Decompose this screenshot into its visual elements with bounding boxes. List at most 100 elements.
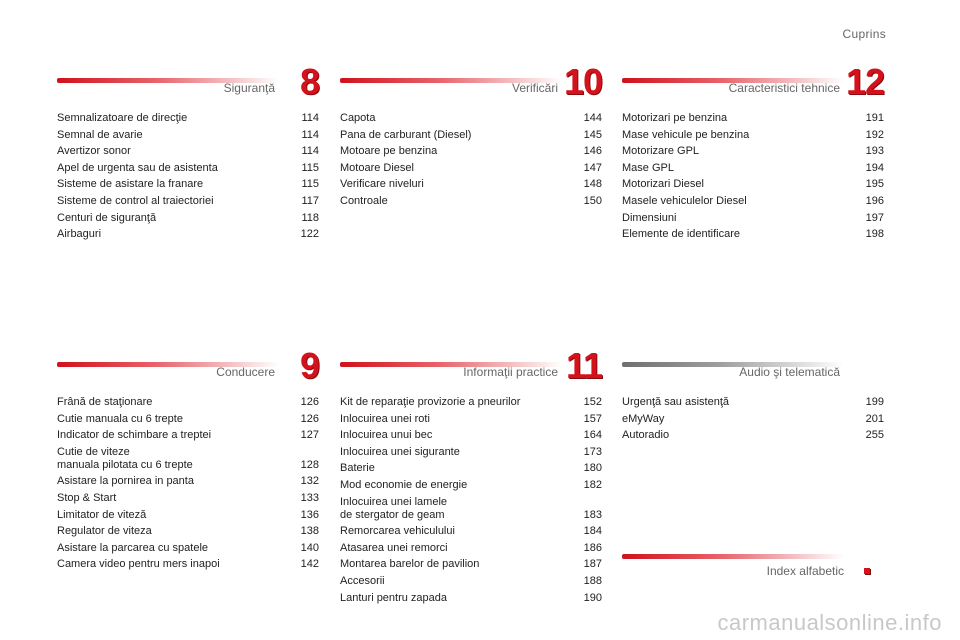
toc-entry[interactable]: Stop & Start 133 bbox=[57, 492, 319, 505]
entry-list: Urgenţă sau asistenţă 199 eMyWay 201 Autorad… bbox=[622, 396, 884, 442]
section-bar bbox=[340, 78, 562, 83]
index-link[interactable]: Index alfabetic bbox=[622, 548, 884, 588]
entry-label: Controale bbox=[340, 194, 388, 207]
entry-page-number: 182 bbox=[583, 478, 602, 491]
entry-list: Frână de staţionare 126 Cutie manuala cu 6… bbox=[57, 396, 319, 571]
entry-label: Motorizari Diesel bbox=[622, 178, 704, 191]
entry-label: Capota bbox=[340, 112, 376, 124]
toc-entry[interactable]: Autoradio 255 bbox=[622, 429, 884, 442]
entry-label: Mase vehicule pe benzina bbox=[622, 128, 750, 141]
entry-page-number: 157 bbox=[583, 412, 602, 425]
entry-list: Motorizari pe benzina 191 Mase vehicule pe… bbox=[622, 112, 884, 241]
toc-entry[interactable]: eMyWay 201 bbox=[622, 413, 884, 426]
toc-entry[interactable]: Capota 144 bbox=[340, 112, 602, 125]
entry-label: Cutie manuala cu 6 trepte bbox=[57, 412, 183, 425]
watermark: carmanualsonline.info bbox=[717, 610, 942, 635]
section-title[interactable]: Informaţii practice bbox=[463, 365, 558, 379]
toc-entry[interactable]: Avertizor sonor 114 bbox=[57, 145, 319, 158]
entry-list: Semnalizatoare de direcţie 114 Semnal de a… bbox=[57, 112, 319, 241]
toc-entry[interactable]: Motorizari pe benzina 191 bbox=[622, 112, 884, 125]
entry-page-number: 115 bbox=[301, 178, 319, 191]
section-number[interactable]: 10 bbox=[563, 61, 603, 102]
toc-entry[interactable]: Elemente de identificare 198 bbox=[622, 228, 884, 241]
entry-label: Elemente de identificare bbox=[622, 228, 741, 241]
toc-entry[interactable]: Sisteme de control al traiectoriei 117 bbox=[57, 195, 319, 208]
section-title[interactable]: Conducere bbox=[216, 365, 275, 379]
toc-entry[interactable]: Motoare Diesel 147 bbox=[340, 162, 602, 175]
toc-entry[interactable]: Inlocuirea unei sigurante 173 bbox=[340, 446, 602, 459]
entry-page-number: 144 bbox=[583, 112, 602, 124]
toc-entry[interactable]: Indicator de schimbare a treptei 127 bbox=[57, 429, 319, 442]
entry-label: Sisteme de asistare la franare bbox=[57, 178, 204, 191]
entry-page-number: 138 bbox=[300, 525, 319, 538]
section-siguranta: Siguranţă 8 Semnalizatoare de direcţie 11… bbox=[57, 62, 320, 245]
toc-entry[interactable]: Motorizare GPL 193 bbox=[622, 145, 884, 158]
toc-entry[interactable]: Controale 150 bbox=[340, 195, 602, 208]
section-title[interactable]: Audio şi telematică bbox=[739, 365, 840, 379]
toc-entry[interactable]: Pana de carburant (Diesel) 145 bbox=[340, 129, 602, 142]
section-number[interactable]: 11 bbox=[565, 345, 603, 386]
entry-label: Regulator de viteza bbox=[57, 525, 152, 538]
toc-entry[interactable]: Sisteme de asistare la franare 115 bbox=[57, 178, 319, 191]
toc-entry[interactable]: Mod economie de energie 182 bbox=[340, 479, 602, 492]
entry-page-number: 118 bbox=[301, 211, 319, 224]
toc-entry[interactable]: Limitator de viteză 136 bbox=[57, 509, 319, 522]
toc-entry[interactable]: Urgenţă sau asistenţă 199 bbox=[622, 396, 884, 409]
section-bar bbox=[622, 362, 844, 367]
toc-entry[interactable]: Asistare la pornirea in panta 132 bbox=[57, 475, 319, 488]
toc-entry[interactable]: Frână de staţionare 126 bbox=[57, 396, 319, 409]
entry-page-number: 152 bbox=[583, 396, 602, 408]
toc-entry[interactable]: Inlocuirea unei lamele de stergator de g… bbox=[340, 496, 602, 522]
entry-label: Inlocuirea unei lamele de stergator de g… bbox=[340, 495, 448, 521]
section-conducere: Conducere 9 Frână de staţionare 126 Cutie … bbox=[57, 346, 320, 575]
entry-label: Cutie de viteze manuala pilotata cu 6 tr… bbox=[57, 445, 193, 471]
section-audio-telematica: Audio şi telematică Urgenţă sau asistenţ… bbox=[622, 350, 884, 446]
toc-entry[interactable]: Asistare la parcarea cu spatele 140 bbox=[57, 542, 319, 555]
section-title[interactable]: Verificări bbox=[511, 81, 558, 95]
section-title[interactable]: Siguranţă bbox=[223, 81, 275, 95]
entry-label: Atasarea unei remorci bbox=[340, 541, 448, 554]
entry-label: Accesorii bbox=[340, 574, 385, 587]
toc-entry[interactable]: Camera video pentru mers inapoi 142 bbox=[57, 558, 319, 571]
toc-entry[interactable]: Mase GPL 194 bbox=[622, 162, 884, 175]
toc-entry[interactable]: Cutie manuala cu 6 trepte 126 bbox=[57, 413, 319, 426]
toc-entry[interactable]: Regulator de viteza 138 bbox=[57, 525, 319, 538]
toc-entry[interactable]: Montarea barelor de pavilion 187 bbox=[340, 558, 602, 571]
entry-page-number: 192 bbox=[865, 128, 884, 141]
toc-entry[interactable]: Lanturi pentru zapada 190 bbox=[340, 592, 602, 605]
toc-entry[interactable]: Motoare pe benzina 146 bbox=[340, 145, 602, 158]
toc-entry[interactable]: Masele vehiculelor Diesel 196 bbox=[622, 195, 884, 208]
toc-entry[interactable]: Kit de reparaţie provizorie a pneurilor 1… bbox=[340, 396, 602, 409]
section-header: Siguranţă 8 bbox=[57, 62, 320, 102]
entry-label: Camera video pentru mers inapoi bbox=[57, 558, 220, 571]
toc-entry[interactable]: Mase vehicule pe benzina 192 bbox=[622, 129, 884, 142]
index-title[interactable]: Index alfabetic bbox=[766, 564, 844, 578]
section-title[interactable]: Caracteristici tehnice bbox=[728, 81, 840, 95]
entry-page-number: 191 bbox=[865, 112, 884, 124]
toc-entry[interactable]: Accesorii 188 bbox=[340, 575, 602, 588]
toc-entry[interactable]: Centuri de siguranţă 118 bbox=[57, 212, 319, 225]
section-number[interactable]: 8 bbox=[299, 61, 320, 102]
section-number[interactable]: 12 bbox=[845, 61, 885, 102]
entry-label: Motorizari pe benzina bbox=[622, 112, 728, 124]
toc-entry[interactable]: Inlocuirea unei roti 157 bbox=[340, 413, 602, 426]
toc-entry[interactable]: Airbaguri 122 bbox=[57, 228, 319, 241]
entry-page-number: 197 bbox=[865, 211, 884, 224]
toc-entry[interactable]: Inlocuirea unui bec 164 bbox=[340, 429, 602, 442]
toc-entry[interactable]: Dimensiuni 197 bbox=[622, 212, 884, 225]
toc-entry[interactable]: Remorcarea vehiculului 184 bbox=[340, 525, 602, 538]
toc-entry[interactable]: Atasarea unei remorci 186 bbox=[340, 542, 602, 555]
toc-entry[interactable]: Semnal de avarie 114 bbox=[57, 129, 319, 142]
toc-entry[interactable]: Cutie de viteze manuala pilotata cu 6 tr… bbox=[57, 446, 319, 472]
entry-page-number: 126 bbox=[300, 396, 319, 408]
toc-entry[interactable]: Motorizari Diesel 195 bbox=[622, 178, 884, 191]
toc-entry[interactable]: Apel de urgenta sau de asistenta 115 bbox=[57, 162, 319, 175]
section-number[interactable]: 9 bbox=[299, 345, 320, 386]
toc-entry[interactable]: Semnalizatoare de direcţie 114 bbox=[57, 112, 319, 125]
entry-label: Semnalizatoare de direcţie bbox=[57, 112, 188, 124]
entry-page-number: 142 bbox=[300, 558, 319, 571]
toc-entry[interactable]: Verificare niveluri 148 bbox=[340, 178, 602, 191]
entry-page-number: 150 bbox=[583, 194, 602, 207]
toc-entry[interactable]: Baterie 180 bbox=[340, 462, 602, 475]
entry-label: Masele vehiculelor Diesel bbox=[622, 194, 747, 207]
